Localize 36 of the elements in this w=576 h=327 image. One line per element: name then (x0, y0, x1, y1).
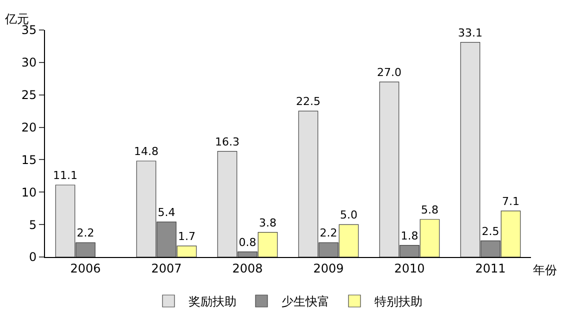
x-tick-label: 2009 (313, 261, 344, 276)
y-tick-label: 20 (21, 120, 37, 134)
x-tick-label: 2007 (151, 261, 182, 276)
data-label: 5.0 (340, 208, 358, 222)
data-label: 1.7 (178, 230, 196, 243)
y-tick-label: 35 (21, 23, 37, 38)
data-label: 16.3 (215, 135, 240, 148)
y-tick-label: 0 (28, 250, 37, 264)
y-tick-label: 10 (21, 185, 37, 200)
data-label: 7.1 (502, 194, 520, 208)
data-label: 11.1 (53, 169, 78, 182)
data-label: 5.8 (421, 203, 438, 216)
data-label: 27.0 (377, 66, 402, 79)
data-label: 5.4 (158, 206, 176, 219)
y-tick-label: 30 (21, 56, 37, 70)
y-tick-label: 25 (21, 88, 37, 102)
legend-label: 少生快富 (282, 294, 330, 309)
x-tick-label: 2011 (475, 261, 506, 276)
data-label: 2.2 (320, 226, 338, 240)
data-label: 3.8 (259, 216, 276, 230)
data-label: 14.8 (134, 145, 158, 158)
legend-label: 奖励扶助 (188, 294, 236, 309)
legend-label: 特别扶助 (374, 294, 422, 309)
x-tick-label: 2008 (232, 261, 263, 276)
data-label: 2.5 (482, 224, 500, 238)
y-tick-label: 15 (21, 152, 37, 167)
x-tick-label: 2010 (394, 261, 425, 276)
data-label: 0.8 (238, 236, 256, 249)
data-label: 2.2 (76, 226, 94, 240)
data-label: 33.1 (458, 26, 482, 40)
y-axis-title: 亿元 (4, 12, 29, 26)
data-label: 22.5 (296, 95, 320, 108)
y-tick-label: 5 (28, 218, 37, 232)
x-axis-title: 年份 (533, 263, 557, 277)
x-tick-label: 2006 (70, 261, 101, 276)
data-label: 1.8 (400, 229, 418, 242)
